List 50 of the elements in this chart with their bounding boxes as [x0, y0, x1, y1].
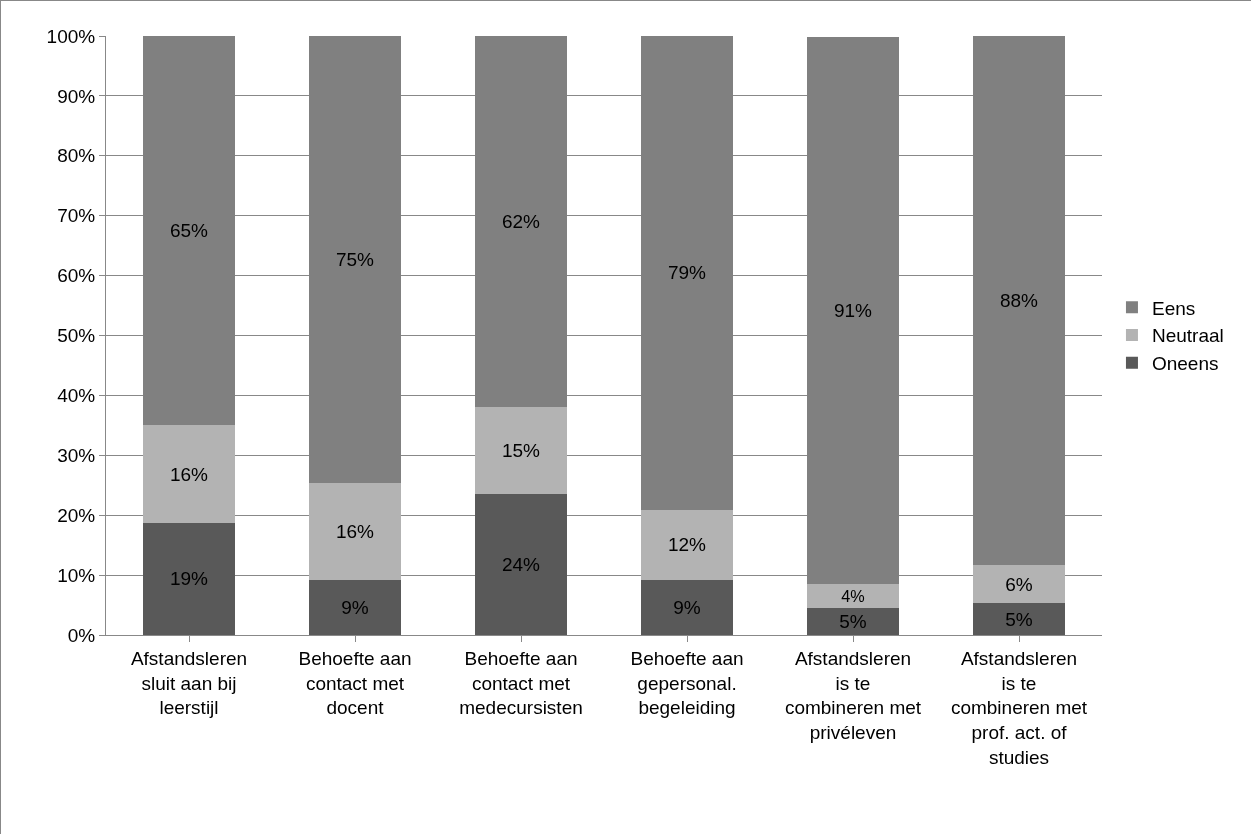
- data-label: 9%: [341, 596, 369, 618]
- y-tick-label: 50%: [57, 325, 96, 347]
- data-label: 79%: [667, 262, 707, 284]
- data-label: 88%: [999, 289, 1039, 311]
- bar: [475, 494, 567, 635]
- data-label: 16%: [335, 521, 375, 543]
- data-label: 5%: [1005, 608, 1033, 630]
- y-tick-label: 70%: [57, 205, 96, 227]
- bar: [143, 425, 235, 523]
- bar: [973, 603, 1065, 635]
- y-tick-label: 30%: [57, 444, 96, 466]
- legend-label: Neutraal: [1151, 325, 1224, 347]
- y-tick-label: 20%: [57, 504, 96, 526]
- x-tick-label: Afstandsleren is te combineren met privéleven: [784, 647, 922, 743]
- y-tick-label: 80%: [57, 145, 96, 167]
- y-tick-label: 40%: [57, 385, 96, 407]
- x-tick-label: Afstandsleren is te combineren met prof. act. of studies: [950, 647, 1088, 768]
- bar: [807, 608, 899, 635]
- x-tick-label: Behoefte aan contact met medecursisten: [459, 647, 583, 719]
- bar: [309, 483, 401, 580]
- y-tick-label: 90%: [57, 85, 96, 107]
- x-tick-label: Behoefte aan contact met docent: [298, 647, 412, 719]
- data-label: 19%: [169, 568, 209, 590]
- data-label: 24%: [501, 554, 541, 576]
- data-label: 75%: [335, 249, 375, 271]
- legend-label: Eens: [1151, 297, 1196, 319]
- bar: [807, 584, 899, 609]
- bar: [309, 579, 401, 635]
- data-label: 5%: [839, 611, 867, 633]
- bar: [973, 564, 1065, 604]
- y-tick-label: 100%: [46, 25, 96, 47]
- data-label: 6%: [1005, 573, 1033, 595]
- data-label: 91%: [833, 299, 873, 321]
- data-label: 12%: [667, 534, 707, 556]
- bar: [475, 406, 567, 495]
- data-label: 4%: [841, 586, 865, 605]
- data-label: 15%: [501, 440, 541, 462]
- data-label: 16%: [169, 463, 209, 485]
- legend-label: Oneens: [1151, 353, 1219, 375]
- y-tick-label: 60%: [57, 265, 96, 287]
- data-label: 65%: [169, 220, 209, 242]
- x-tick-label: Afstandsleren sluit aan bij leerstijl: [130, 647, 248, 719]
- y-tick-label: 10%: [57, 564, 96, 586]
- data-label: 62%: [501, 210, 541, 232]
- bar: [143, 522, 235, 635]
- bar: [641, 509, 733, 580]
- x-tick-label: Behoefte aan gepersonal. begeleiding: [630, 647, 744, 719]
- bar: [641, 579, 733, 635]
- data-label: 9%: [673, 596, 701, 618]
- y-tick-label: 0%: [67, 624, 96, 646]
